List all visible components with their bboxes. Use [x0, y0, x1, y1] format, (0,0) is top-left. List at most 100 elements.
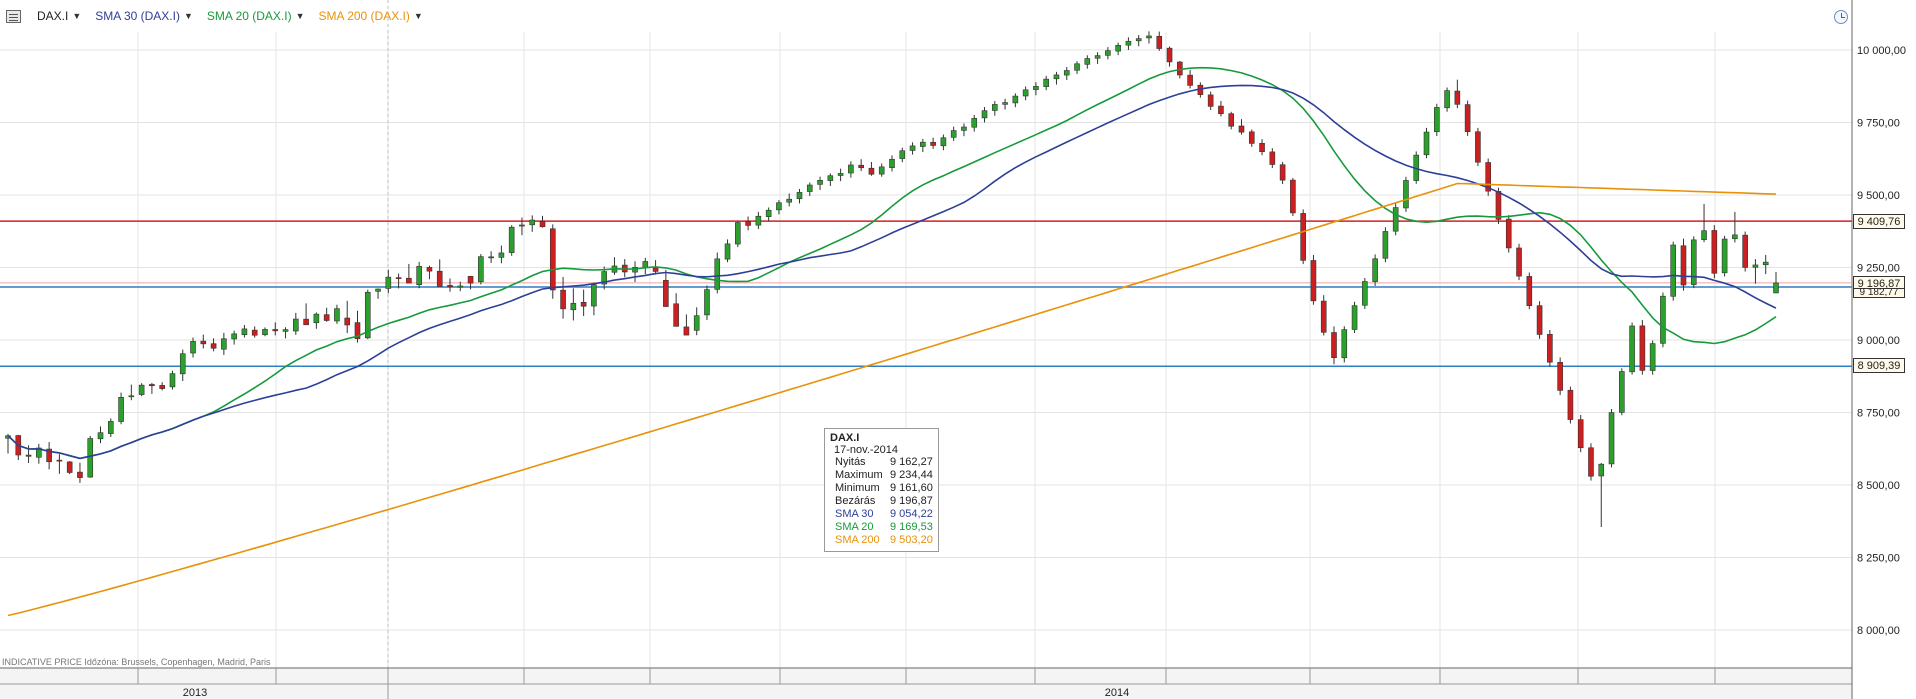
candle-body	[293, 318, 299, 332]
data-box-value: 9 054,22	[890, 508, 933, 520]
candle-body	[1022, 89, 1029, 97]
y-tick-label: 9 750,00	[1857, 118, 1900, 130]
candle-body	[673, 303, 679, 327]
candle-body	[1475, 131, 1481, 163]
candle-body	[436, 270, 443, 287]
data-box-key: SMA 200	[835, 534, 880, 546]
candle-body	[467, 276, 474, 284]
candle-body	[1516, 247, 1522, 277]
candle-body	[87, 438, 94, 478]
data-box-key: SMA 30	[835, 508, 874, 520]
candle-body	[1433, 107, 1440, 133]
candle-body	[683, 326, 690, 336]
candle-body	[169, 373, 176, 388]
candle-body	[1084, 58, 1091, 65]
candle-body	[971, 118, 978, 128]
candle-body	[1351, 305, 1358, 330]
chevron-down-icon[interactable]: ▼	[183, 11, 193, 21]
candle-body	[190, 341, 196, 354]
candle-body	[1115, 45, 1121, 52]
candle-body	[138, 384, 145, 395]
candle-body	[282, 329, 289, 332]
candle-body	[1773, 282, 1779, 294]
candle-body	[776, 202, 782, 211]
candle-body	[1063, 70, 1070, 76]
candle-body	[1423, 131, 1430, 156]
candle-body	[693, 315, 700, 331]
candle-body	[570, 302, 577, 311]
candle-body	[66, 461, 73, 473]
y-tick-label: 9 000,00	[1857, 335, 1900, 347]
data-box-key: Nyitás	[835, 456, 866, 468]
candle-body	[1125, 40, 1132, 46]
candle-body	[1711, 230, 1718, 274]
data-box-value: 9 234,44	[890, 469, 933, 481]
candle-body	[1331, 332, 1337, 358]
candle-body	[1228, 113, 1235, 127]
candle-body	[221, 338, 227, 350]
candle-body	[1732, 234, 1738, 240]
candle-body	[1341, 329, 1348, 359]
candle-body	[1577, 419, 1584, 449]
candle-body	[1536, 305, 1543, 335]
candle-body	[498, 252, 505, 258]
candle-body	[837, 173, 844, 176]
candle-body	[1444, 90, 1450, 109]
chevron-down-icon[interactable]: ▼	[295, 11, 305, 21]
candle-body	[817, 180, 823, 185]
candle-body	[272, 329, 279, 332]
candle-body	[786, 198, 793, 203]
legend-item-sma20[interactable]: SMA 20 (DAX.I) ▼	[207, 9, 305, 23]
price-tag-resistance: 9 409,76	[1853, 214, 1905, 229]
clock-icon[interactable]	[1834, 10, 1848, 24]
candle-body	[1238, 125, 1245, 133]
candle-body	[36, 447, 42, 458]
candle-body	[1721, 238, 1728, 274]
legend-item-dax[interactable]: DAX.I ▼	[37, 9, 81, 23]
legend-item-sma200[interactable]: SMA 200 (DAX.I) ▼	[319, 9, 423, 23]
candle-body	[848, 164, 854, 174]
candle-body	[334, 308, 340, 322]
candle-body	[46, 448, 52, 463]
candle-body	[1690, 239, 1697, 285]
candle-body	[56, 459, 63, 462]
candle-body	[1300, 213, 1306, 261]
chart-menu-icon[interactable]	[6, 9, 21, 23]
candle-body	[385, 276, 392, 289]
data-box-date: 17-nov.-2014	[834, 444, 899, 456]
data-box-key: Bezárás	[835, 495, 876, 507]
candle-body	[1639, 325, 1646, 371]
candle-body	[447, 285, 453, 288]
year-label: 2014	[1105, 687, 1129, 699]
candle-body	[1033, 86, 1039, 90]
candle-body	[313, 313, 320, 324]
candle-body	[107, 421, 114, 434]
y-tick-label: 9 250,00	[1857, 263, 1900, 275]
candle-body	[1269, 151, 1276, 165]
candle-body	[1660, 295, 1666, 344]
candle-body	[1146, 35, 1152, 39]
chevron-down-icon[interactable]: ▼	[413, 11, 423, 21]
data-box-row: Maximum 9 234,44	[830, 469, 933, 482]
candle-body	[529, 219, 536, 226]
legend-item-sma30[interactable]: SMA 30 (DAX.I) ▼	[95, 9, 193, 23]
candle-body	[601, 271, 607, 285]
candle-body	[1598, 463, 1605, 477]
footer-note: INDICATIVE PRICE Időzóna: Brussels, Cope…	[2, 657, 271, 667]
candle-body	[262, 329, 268, 336]
candle-body	[591, 284, 597, 307]
candle-body	[77, 471, 83, 478]
candle-body	[950, 130, 957, 138]
price-tag-support-2: 8 909,39	[1853, 358, 1905, 373]
chevron-down-icon[interactable]: ▼	[72, 11, 82, 21]
candle-body	[323, 314, 330, 321]
candle-body	[241, 328, 248, 336]
y-tick-label: 8 750,00	[1857, 408, 1900, 420]
candle-body	[909, 145, 916, 151]
legend-label-dax: DAX.I	[37, 9, 69, 23]
data-box-row: SMA 30 9 054,22	[830, 508, 933, 521]
candle-body	[1495, 191, 1502, 220]
data-box-row: SMA 200 9 503,20	[830, 534, 933, 547]
candle-body	[1454, 90, 1461, 105]
